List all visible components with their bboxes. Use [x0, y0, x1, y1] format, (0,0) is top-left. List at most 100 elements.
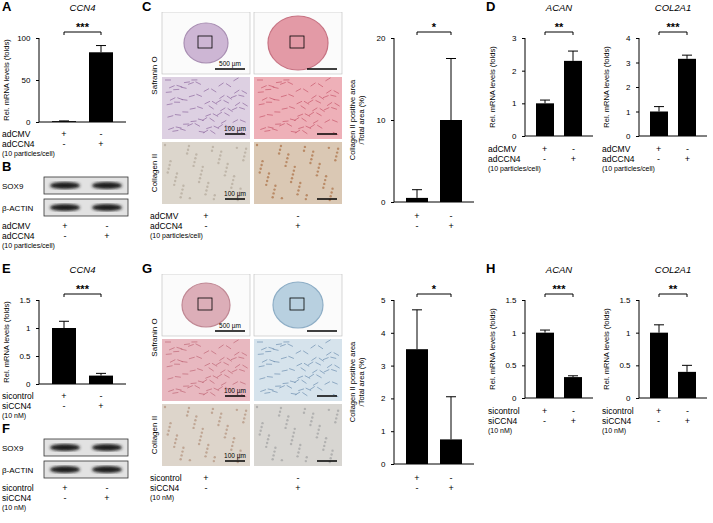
svg-text:1: 1: [626, 329, 631, 338]
html-text:sicontrol: sicontrol: [2, 483, 34, 493]
svg-text:Rel. mRNA levels (folds): Rel. mRNA levels (folds): [2, 39, 11, 121]
svg-text:1: 1: [381, 427, 386, 436]
svg-text:0: 0: [381, 198, 386, 207]
html-text:COL2A1: COL2A1: [654, 264, 692, 275]
svg-text:100 µm: 100 µm: [224, 190, 246, 198]
svg-text:Collagen II positive area: Collagen II positive area: [348, 341, 357, 422]
svg-text:1.5: 1.5: [19, 296, 31, 305]
svg-text:β-ACTIN: β-ACTIN: [2, 466, 33, 475]
svg-text:Rel. mRNA levels (folds): Rel. mRNA levels (folds): [2, 301, 11, 383]
html-text:adCMV: adCMV: [150, 211, 179, 221]
svg-text:10: 10: [377, 116, 386, 125]
html-text:adCCN4: adCCN4: [2, 231, 35, 241]
svg-text:0: 0: [512, 132, 517, 141]
svg-text:0.5: 0.5: [505, 361, 517, 370]
svg-text:Rel. mRNA levels (folds): Rel. mRNA levels (folds): [488, 308, 497, 390]
html-text:adCCN4: adCCN4: [602, 154, 635, 164]
svg-text:0.5: 0.5: [619, 361, 631, 370]
html-text:ACAN: ACAN: [545, 2, 573, 13]
svg-text:***: ***: [76, 283, 90, 295]
svg-text:0.5: 0.5: [19, 352, 31, 361]
html-text:sicontrol: sicontrol: [488, 406, 520, 416]
html-text:adCMV: adCMV: [602, 144, 631, 154]
html-text:adCMV: adCMV: [2, 221, 31, 231]
svg-text:1.5: 1.5: [505, 296, 517, 305]
svg-text:2: 2: [381, 394, 386, 403]
html-text:adCCN4: adCCN4: [488, 154, 521, 164]
svg-text:β-ACTIN: β-ACTIN: [2, 204, 33, 213]
svg-text:Collagen II positive area: Collagen II positive area: [348, 79, 357, 160]
svg-text:2: 2: [512, 67, 517, 76]
svg-text:100 µm: 100 µm: [224, 452, 246, 460]
html-text:siCCN4: siCCN4: [602, 416, 632, 426]
svg-text:Safranin O: Safranin O: [150, 318, 159, 356]
svg-text:**: **: [669, 283, 678, 295]
svg-text:0: 0: [381, 460, 386, 469]
svg-text:1: 1: [512, 99, 517, 108]
html-text:D: D: [486, 0, 496, 14]
html-text:C: C: [142, 0, 152, 14]
html-text:sicontrol: sicontrol: [2, 391, 34, 401]
svg-text:SOX9: SOX9: [2, 444, 24, 453]
svg-text:0: 0: [26, 118, 31, 127]
html-text:adCMV: adCMV: [488, 144, 517, 154]
html-text:(10 particles/cell): (10 particles/cell): [2, 150, 55, 157]
svg-text:***: ***: [667, 21, 681, 33]
svg-text:1: 1: [512, 329, 517, 338]
svg-text:3: 3: [381, 362, 386, 371]
svg-text:*: *: [432, 283, 437, 295]
svg-text:50: 50: [22, 76, 31, 85]
html-text:adCCN4: adCCN4: [2, 139, 35, 149]
svg-text:***: ***: [553, 283, 567, 295]
svg-text:0: 0: [626, 394, 631, 403]
svg-text:***: ***: [76, 21, 90, 33]
html-text:F: F: [2, 421, 10, 436]
html-text:CCN4: CCN4: [69, 2, 96, 13]
html-text:siCCN4: siCCN4: [2, 493, 32, 503]
svg-text:1: 1: [626, 108, 631, 117]
svg-text:100 µm: 100 µm: [224, 387, 246, 395]
html-text:adCMV: adCMV: [2, 129, 31, 139]
svg-text:Collagen II: Collagen II: [150, 416, 159, 454]
html-text:H: H: [486, 261, 496, 276]
svg-text:3: 3: [512, 34, 517, 43]
svg-text:0: 0: [512, 394, 517, 403]
html-text:siCCN4: siCCN4: [2, 401, 32, 411]
html-text:sicontrol: sicontrol: [150, 473, 182, 483]
svg-text:0: 0: [26, 380, 31, 389]
html-text:siCCN4: siCCN4: [150, 483, 180, 493]
svg-text:3: 3: [626, 59, 631, 68]
html-text:E: E: [2, 261, 11, 276]
svg-text:2: 2: [626, 83, 631, 92]
html-text:B: B: [2, 159, 12, 174]
svg-text:Rel. mRNA levels (folds): Rel. mRNA levels (folds): [602, 46, 611, 128]
svg-text:Rel. mRNA levels (folds): Rel. mRNA levels (folds): [488, 46, 497, 128]
html-text:ACAN: ACAN: [545, 264, 573, 275]
svg-text:5: 5: [381, 296, 386, 305]
svg-text:Rel. mRNA levels (folds): Rel. mRNA levels (folds): [602, 308, 611, 390]
html-text:A: A: [2, 0, 12, 14]
svg-text:4: 4: [626, 34, 631, 43]
svg-text:1.5: 1.5: [619, 296, 631, 305]
svg-text:/Total area (%): /Total area (%): [357, 95, 366, 144]
html-text:G: G: [142, 261, 153, 276]
svg-text:100 µm: 100 µm: [224, 125, 246, 133]
html-text:sicontrol: sicontrol: [602, 406, 634, 416]
svg-text:500 µm: 500 µm: [219, 60, 241, 68]
svg-text:/Total area (%): /Total area (%): [357, 357, 366, 406]
html-text:CCN4: CCN4: [69, 264, 96, 275]
svg-text:SOX9: SOX9: [2, 182, 24, 191]
svg-text:4: 4: [381, 329, 386, 338]
svg-text:*: *: [432, 21, 437, 33]
svg-text:500 µm: 500 µm: [219, 322, 241, 330]
svg-text:20: 20: [377, 34, 386, 43]
svg-text:Collagen II: Collagen II: [150, 154, 159, 192]
svg-text:100: 100: [17, 34, 31, 43]
svg-text:Safranin O: Safranin O: [150, 56, 159, 94]
svg-text:**: **: [555, 21, 564, 33]
svg-text:1: 1: [26, 324, 31, 333]
html-text:siCCN4: siCCN4: [488, 416, 518, 426]
html-text:adCCN4: adCCN4: [150, 221, 183, 231]
html-text:COL2A1: COL2A1: [654, 2, 692, 13]
svg-text:0: 0: [626, 132, 631, 141]
